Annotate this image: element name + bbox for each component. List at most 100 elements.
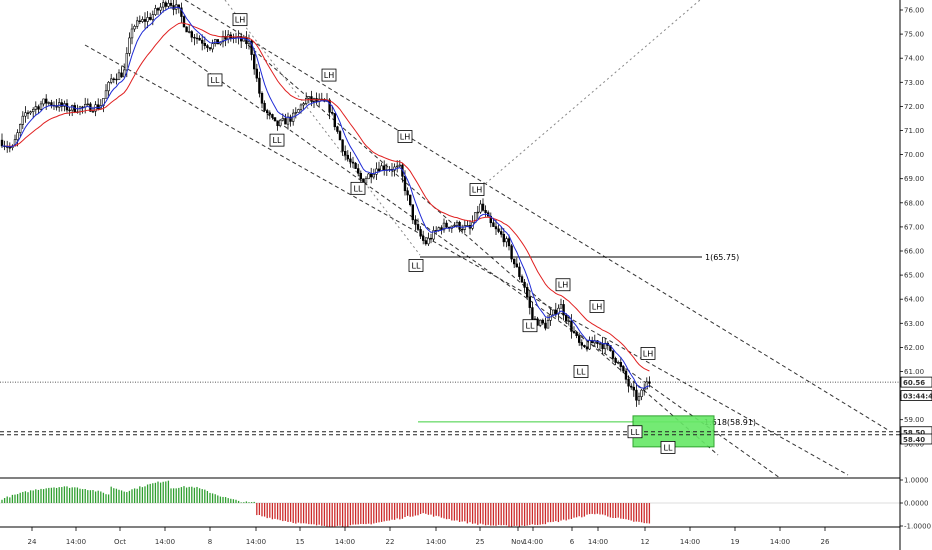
candle-body (338, 131, 342, 141)
candle-body (138, 20, 141, 22)
time-tick-label: Oct (114, 538, 126, 546)
candle-body (564, 314, 568, 322)
candle-body (445, 222, 448, 228)
time-tick-label: 24 (28, 538, 37, 546)
candle-body (71, 105, 74, 111)
time-tick-label: Nov (511, 538, 525, 546)
oscillator-tick-label: 0.0000 (904, 500, 929, 508)
candle-body (206, 45, 209, 48)
candle-body (484, 210, 487, 214)
swing-tag-label: LL (273, 136, 282, 145)
time-axis[interactable]: 24 14:00 Oct 14:00 8 14:00 15 14:00 22 14:00 25 Nov… (28, 527, 830, 546)
candle-body (554, 309, 558, 315)
candle-body (382, 165, 386, 171)
candle-body (432, 230, 435, 240)
candle-body (39, 103, 43, 110)
price-badge-label: 03:44:44 (903, 393, 932, 401)
candle-body (497, 228, 500, 232)
candle-body (351, 161, 355, 164)
candle-body (502, 234, 505, 243)
candle-body (167, 2, 170, 7)
candle-body (518, 266, 521, 277)
swing-tag-label: LL (526, 322, 535, 331)
candle-body (645, 381, 649, 390)
candle-body (642, 388, 646, 391)
candle-body (260, 93, 264, 104)
swing-tag-box (589, 300, 605, 313)
candle-body (97, 104, 100, 110)
candle-body (276, 120, 279, 127)
candle-body (42, 98, 45, 105)
time-tick-label: 14:00 (588, 538, 608, 546)
candle-body (570, 320, 573, 332)
candle-body (289, 116, 292, 122)
candle-body (185, 26, 188, 33)
swing-tag-label: LL (412, 261, 421, 270)
candle-body (195, 37, 199, 40)
candle-body (201, 39, 204, 44)
price-tick-label: 70.00 (904, 151, 924, 159)
projection-line (477, 0, 701, 191)
candle-body (585, 346, 589, 350)
candle-body (541, 319, 545, 324)
candle-body (29, 111, 32, 114)
fast-moving-average (2, 6, 650, 389)
candle-body (273, 117, 277, 122)
candle-body (253, 54, 256, 70)
candle-body (375, 168, 378, 175)
candle-body (250, 41, 253, 55)
candle-body (297, 109, 300, 113)
candle-body (328, 99, 331, 113)
candle-body (271, 114, 274, 118)
candle-body (549, 314, 552, 321)
candle-body (188, 31, 191, 33)
candle-body (577, 335, 581, 343)
candle-body (216, 39, 219, 45)
time-tick-label: 14:00 (523, 538, 543, 546)
swing-tag-box (469, 183, 485, 196)
candle-body (107, 81, 110, 92)
candle-body (265, 110, 269, 114)
swing-tag-label: LL (631, 428, 640, 437)
time-tick-label: 14:00 (66, 538, 86, 546)
candle-body (395, 165, 399, 168)
candle-body (627, 378, 630, 387)
time-tick-label: 15 (296, 538, 305, 546)
swing-tag-box (555, 278, 571, 292)
time-tick-label: 26 (821, 538, 830, 546)
candle-body (214, 39, 217, 44)
candle-body (164, 2, 167, 7)
candle-body (424, 240, 427, 245)
candle-body (278, 119, 282, 127)
swing-tag-box (408, 259, 424, 272)
price-tick-label: 72.00 (904, 103, 924, 111)
lower-channel-line (84, 44, 849, 476)
price-badge-box (900, 433, 932, 445)
candle-body (141, 19, 144, 22)
candle-body (458, 221, 461, 230)
candle-body (182, 16, 186, 28)
trend-channel-lines[interactable]: 1(65.75) 1.618(58.91) (0, 0, 900, 528)
candle-body (130, 28, 134, 39)
candle-body (180, 7, 183, 17)
candle-body (403, 176, 407, 192)
candle-body (224, 36, 227, 40)
candle-body (156, 8, 160, 11)
candle-body (330, 112, 334, 114)
candle-body (637, 396, 641, 401)
candle-body (640, 389, 643, 397)
price-tick-label: 75.00 (904, 31, 924, 39)
swing-tag-label: LH (472, 186, 482, 195)
candle-body (583, 345, 586, 348)
candle-body (110, 78, 113, 83)
candle-body (208, 47, 212, 50)
candle-body (512, 258, 516, 265)
candle-body (562, 304, 565, 316)
time-tick-label: 25 (476, 538, 485, 546)
time-tick-label: 14:00 (426, 538, 446, 546)
candle-body (8, 147, 11, 149)
fib-level-label: 1(65.75) (705, 253, 739, 262)
candle-body (294, 112, 297, 114)
